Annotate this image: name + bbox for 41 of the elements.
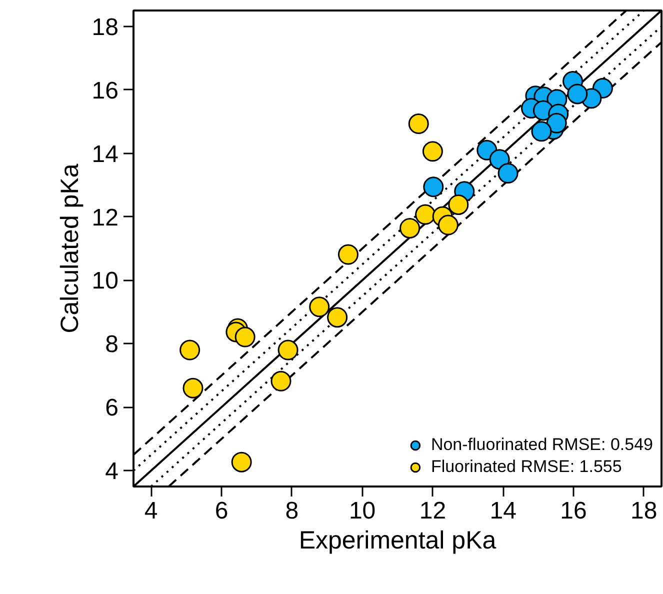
x-tick-label: 8	[285, 498, 299, 524]
point	[338, 244, 358, 265]
y-axis-title: Calculated pKa	[56, 164, 84, 334]
point	[327, 307, 348, 328]
point	[180, 340, 200, 360]
legend-label: Non-fluorinated RMSE: 0.549	[430, 435, 653, 455]
x-axis-title: Experimental pKa	[298, 526, 496, 554]
point	[400, 218, 420, 238]
point	[567, 84, 588, 104]
y-tick-label: 10	[92, 268, 119, 295]
y-tick-label: 12	[92, 204, 119, 232]
x-tick-label: 16	[560, 498, 587, 524]
point	[448, 194, 469, 215]
point	[182, 378, 204, 398]
point	[309, 296, 330, 318]
x-tick-label: 12	[419, 498, 446, 524]
point	[278, 340, 298, 360]
point	[408, 114, 429, 134]
x-tick-label: 14	[490, 498, 516, 524]
x-tick-label: 10	[348, 498, 376, 524]
point	[422, 141, 443, 162]
x-tick-label: 4	[144, 498, 158, 524]
y-tick-label: 18	[92, 14, 119, 41]
x-tick-label: 18	[630, 498, 658, 524]
point	[234, 326, 256, 348]
point	[489, 149, 510, 170]
point	[531, 121, 552, 142]
point	[546, 112, 567, 134]
point	[438, 214, 458, 236]
y-tick-label: 6	[105, 394, 119, 422]
point	[270, 370, 292, 392]
point	[498, 163, 518, 184]
y-tick-label: 4	[105, 458, 119, 486]
point	[423, 176, 444, 198]
y-tick-label: 14	[92, 140, 119, 168]
y-tick-label: 8	[105, 331, 119, 358]
y-tick-label: 16	[92, 77, 119, 104]
x-tick-label: 6	[214, 498, 228, 524]
point	[231, 452, 252, 472]
legend-label: Fluorinated RMSE: 1.555	[430, 457, 622, 477]
point	[415, 204, 436, 225]
